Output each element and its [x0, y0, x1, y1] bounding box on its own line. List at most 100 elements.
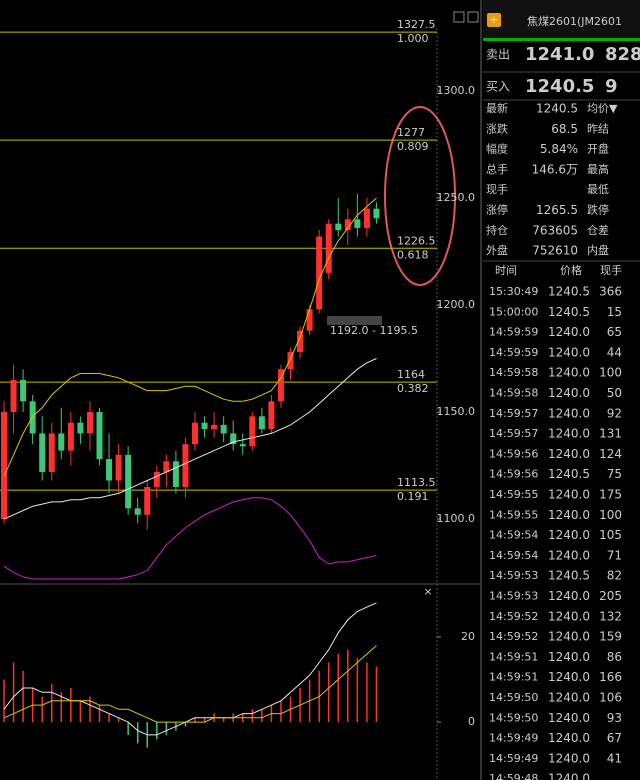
add-icon: +: [489, 13, 498, 26]
trade-volume: 106: [599, 691, 622, 705]
trade-price: 1240.0: [548, 751, 590, 765]
y-tick-label: 0: [468, 715, 475, 728]
candle-body: [344, 219, 351, 231]
toolbar-icon[interactable]: [467, 11, 479, 23]
annotation: 1192.0 - 1195.5: [330, 324, 418, 337]
trade-price: 1240.0: [548, 609, 590, 623]
candle-body: [373, 208, 380, 219]
trade-time: 14:59:49: [489, 732, 538, 745]
column-header: 价格: [560, 263, 582, 277]
fib-ratio: 0.809: [397, 140, 429, 153]
trade-time: 14:59:58: [489, 366, 538, 379]
highlight-ellipse: [384, 106, 456, 286]
trade-price: 1240.0: [548, 691, 590, 705]
quote-price: 1241.0: [525, 44, 594, 65]
fib-ratio: 1.000: [397, 32, 429, 45]
trade-time: 14:59:55: [489, 488, 538, 501]
fib-ratio: 0.382: [397, 382, 429, 395]
candle-body: [230, 433, 237, 445]
candle-body: [86, 412, 93, 434]
trade-price: 1240.0: [548, 731, 590, 745]
y-tick-label: 1100.0: [437, 512, 476, 525]
trade-time: 14:59:50: [489, 711, 538, 724]
trade-price: 1240.0: [548, 406, 590, 420]
quote-label: 卖出: [486, 48, 510, 62]
y-tick-label: 1250.0: [437, 191, 476, 204]
trade-volume: 82: [607, 569, 622, 583]
trade-time: 14:59:59: [489, 346, 538, 359]
trade-time: 14:59:52: [489, 630, 538, 643]
trade-time: 14:59:49: [489, 752, 538, 765]
y-tick-label: 1300.0: [437, 84, 476, 97]
quote-row-label: 开盘: [587, 142, 609, 156]
trade-time: 14:59:51: [489, 650, 538, 663]
annotation-box: [327, 316, 382, 325]
quote-row-label: 幅度: [486, 142, 508, 156]
trade-volume: 86: [607, 650, 622, 664]
trade-volume: 100: [599, 366, 622, 380]
candle-body: [239, 444, 246, 447]
candle-body: [220, 424, 227, 434]
trade-price: 1240.0: [548, 325, 590, 339]
candle-body: [144, 486, 151, 515]
header-bar: [483, 0, 640, 38]
trade-price: 1240.0: [548, 650, 590, 664]
quote-row-value: 68.5: [551, 122, 578, 136]
add-button[interactable]: [487, 13, 501, 27]
quote-row-value: 1265.5: [536, 203, 578, 217]
indicator-line: [3, 645, 377, 723]
quote-row-label: 昨结: [587, 122, 609, 135]
quote-row-label: 最低: [587, 183, 609, 196]
trade-time: 14:59:50: [489, 691, 538, 704]
indicator-line: [3, 197, 377, 477]
trade-time: 14:59:55: [489, 508, 538, 521]
trade-volume: 71: [607, 548, 622, 562]
candle-body: [67, 422, 74, 451]
candle-body: [1, 412, 7, 520]
toolbar-icon[interactable]: [453, 11, 465, 23]
quote-row-label: 总手: [486, 162, 508, 176]
trade-time: 14:59:53: [489, 569, 538, 582]
candle-body: [115, 454, 122, 481]
trade-price: 1240.0: [548, 711, 590, 725]
trade-volume: 65: [607, 325, 622, 339]
trade-volume: 41: [607, 751, 622, 765]
trade-volume: 131: [599, 427, 622, 441]
candle-body: [335, 223, 342, 231]
candle-body: [192, 422, 198, 445]
candle-body: [277, 369, 284, 402]
contract-title: 焦煤2601(JM2601: [527, 15, 622, 28]
candle-body: [48, 433, 55, 472]
candle-body: [163, 461, 170, 472]
candle-body: [258, 416, 265, 430]
quote-row-label: 外盘: [486, 243, 508, 257]
trade-price: 1240.0: [548, 670, 590, 684]
trade-price: 1240.0: [548, 548, 590, 562]
fib-price: 1327.5: [397, 18, 436, 31]
trade-volume: 92: [607, 406, 622, 420]
quote-row-value: 146.6万: [532, 162, 578, 176]
close-icon[interactable]: ×: [423, 585, 432, 598]
quote-volume: 828: [605, 44, 640, 65]
trade-time: 14:59:59: [489, 326, 538, 339]
trade-time: 15:30:49: [489, 285, 538, 298]
trade-price: 1240.0: [548, 589, 590, 603]
candle-body: [77, 422, 84, 434]
trade-time: 14:59:56: [489, 447, 538, 460]
indicator-line: [3, 497, 377, 580]
quote-row-label: 最高: [587, 162, 609, 176]
candle-body: [363, 208, 370, 228]
candle-body: [106, 459, 113, 481]
y-tick-label: 1150.0: [437, 405, 476, 418]
trade-volume: 105: [599, 528, 622, 542]
candle-body: [39, 433, 46, 472]
candle-body: [211, 424, 218, 430]
candle-body: [125, 454, 132, 509]
indicator-line: [3, 358, 377, 520]
trade-time: 15:00:00: [489, 305, 538, 318]
trade-volume: 366: [599, 285, 622, 299]
quote-label: 买入: [486, 80, 510, 94]
column-header: 时间: [495, 264, 517, 277]
trade-time: 14:59:52: [489, 610, 538, 623]
trade-volume: 166: [599, 670, 622, 684]
